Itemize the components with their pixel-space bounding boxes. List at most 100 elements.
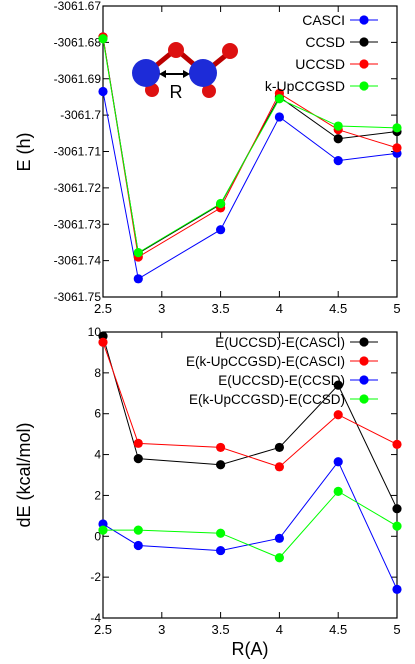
energy-difference-panel: 2.5 3 3.5 4 4.5 5 -4 -2 0 2 4 6 8 10 E(UCCSD)-E(CASCI… <box>14 325 402 659</box>
y-tick-label: -3061.7 <box>60 108 101 122</box>
y-tick-label: -3061.74 <box>54 254 102 268</box>
y-tick-label: 0 <box>94 529 101 543</box>
y-tick-label: -3061.71 <box>54 145 102 159</box>
legend-swatch-marker <box>359 337 369 347</box>
molecule-inset: R <box>132 42 238 102</box>
series-line-E(k-UpCCGSD)-E(CCSD) <box>103 490 398 559</box>
legend: E(UCCSD)-E(CASCI) E(k-UpCCGSD)-E(CASCI) E(… <box>186 335 378 407</box>
data-point-E(UCCSD)-E(CASCI) <box>274 442 284 453</box>
data-point-E(k-UpCCGSD)-E(CASCI) <box>133 438 143 448</box>
data-point-E(k-UpCCGSD)-E(CASCI) <box>98 337 108 347</box>
data-point-E(UCCSD)-E(CASCI) <box>216 460 226 470</box>
y-axis-label: E (h) <box>14 132 34 171</box>
legend-label: E(UCCSD)-E(CASCI) <box>215 335 345 350</box>
x-tick-label: 4 <box>276 622 283 637</box>
y-tick-label: -3061.73 <box>54 217 102 231</box>
x-tick-label: 3.5 <box>212 622 230 637</box>
data-point-k-UpCCGSD <box>274 94 284 104</box>
series-line-E(k-UpCCGSD)-E(CASCI) <box>102 342 398 468</box>
data-point-E(UCCSD)-E(CCSD) <box>216 545 226 556</box>
x-tick-label: 4.5 <box>329 301 347 316</box>
data-point-CASCI <box>333 155 343 166</box>
data-point-k-UpCCGSD <box>392 123 402 133</box>
data-point-E(UCCSD)-E(CCSD) <box>133 540 143 551</box>
legend-swatch-marker <box>359 356 369 366</box>
legend-swatch-marker <box>359 394 369 404</box>
legend-label: CASCI <box>302 12 345 28</box>
data-point-UCCSD <box>392 143 402 153</box>
x-tick-label: 2.5 <box>94 301 112 316</box>
y-tick-label: 4 <box>94 448 101 462</box>
y-tick-label: -2 <box>90 570 101 584</box>
data-point-CASCI <box>133 274 143 284</box>
legend-label: E(k-UpCCGSD)-E(CCSD) <box>189 392 345 407</box>
legend-swatch-marker <box>359 37 369 47</box>
oxygen-atom <box>202 84 216 98</box>
data-point-k-UpCCGSD <box>133 248 143 258</box>
series-line-E(UCCSD)-E(CASCI) <box>102 335 398 509</box>
arrow-head-left <box>159 70 166 78</box>
data-point-E(UCCSD)-E(CCSD) <box>274 533 284 543</box>
series-lines <box>98 331 402 595</box>
x-tick-label: 3.5 <box>212 301 230 316</box>
data-point-CASCI <box>98 86 108 97</box>
tick-layer: 2.5 3 3.5 4 4.5 5 -4 -2 0 2 4 6 8 10 <box>88 325 401 637</box>
oxygen-atom <box>222 43 238 59</box>
arrow-head-right <box>183 70 190 78</box>
legend-swatch-marker <box>359 15 369 25</box>
data-point-k-UpCCGSD <box>98 34 108 44</box>
data-point-E(k-UpCCGSD)-E(CASCI) <box>392 439 402 449</box>
x-tick-label: 4 <box>276 301 283 316</box>
y-tick-label: 8 <box>94 366 101 380</box>
series-line-CASCI <box>102 91 398 280</box>
y-tick-label: -4 <box>90 611 101 625</box>
y-axis-label: dE (kcal/mol) <box>14 422 34 527</box>
distance-label: R <box>170 82 183 102</box>
series-line-E(UCCSD)-E(CCSD) <box>102 460 398 590</box>
data-point-E(k-UpCCGSD)-E(CASCI) <box>333 410 343 420</box>
data-point-CASCI <box>216 225 226 235</box>
data-point-E(UCCSD)-E(CASCI) <box>333 380 343 390</box>
legend-label: E(k-UpCCGSD)-E(CASCI) <box>186 354 345 369</box>
data-point-E(k-UpCCGSD)-E(CCSD) <box>98 525 108 535</box>
legend-label: UCCSD <box>295 56 345 72</box>
x-tick-label: 3 <box>158 301 165 316</box>
legend-label: k-UpCCGSD <box>265 78 345 94</box>
y-tick-label: -3061.69 <box>54 72 102 86</box>
metal-atom <box>189 59 217 87</box>
y-tick-label: 2 <box>94 488 101 502</box>
data-point-E(UCCSD)-E(CASCI) <box>133 454 143 464</box>
oxygen-atom <box>168 42 184 58</box>
y-tick-label: 6 <box>94 407 101 421</box>
data-point-E(k-UpCCGSD)-E(CASCI) <box>274 462 284 472</box>
series-line-k-UpCCGSD <box>102 38 398 254</box>
data-point-E(UCCSD)-E(CCSD) <box>333 457 343 467</box>
data-point-E(k-UpCCGSD)-E(CASCI) <box>216 442 226 453</box>
y-tick-label: 10 <box>88 325 102 339</box>
data-point-E(k-UpCCGSD)-E(CCSD) <box>333 486 343 496</box>
tick-layer: 2.5 3 3.5 4 4.5 5 -3061.75 -3061.74 -3061.73 -306… <box>54 0 401 316</box>
y-tick-label: -3061.67 <box>54 0 102 13</box>
data-point-E(UCCSD)-E(CCSD) <box>392 584 402 595</box>
series-lines <box>98 32 402 284</box>
data-point-E(k-UpCCGSD)-E(CCSD) <box>274 553 284 563</box>
x-tick-label: 3 <box>158 622 165 637</box>
legend-label: E(UCCSD)-E(CCSD) <box>218 373 345 388</box>
data-point-E(k-UpCCGSD)-E(CCSD) <box>392 521 402 531</box>
data-point-k-UpCCGSD <box>216 198 226 209</box>
x-tick-label: 5 <box>393 301 400 316</box>
data-point-E(k-UpCCGSD)-E(CCSD) <box>216 528 226 538</box>
energy-panel: 2.5 3 3.5 4 4.5 5 -3061.75 -3061.74 -3061.73 -306… <box>14 0 402 316</box>
data-point-CCSD <box>333 134 343 144</box>
x-tick-label: 4.5 <box>329 622 347 637</box>
legend: CASCI CCSD UCCSD k-UpCCGSD <box>265 12 378 94</box>
data-point-E(k-UpCCGSD)-E(CCSD) <box>133 525 143 535</box>
x-axis-label: R(A) <box>232 639 269 659</box>
y-tick-label: -3061.72 <box>54 181 102 195</box>
data-point-CASCI <box>274 112 284 122</box>
y-tick-label: -3061.75 <box>54 290 102 304</box>
legend-swatch-marker <box>359 81 369 91</box>
data-point-k-UpCCGSD <box>333 121 343 131</box>
x-tick-label: 5 <box>393 622 400 637</box>
